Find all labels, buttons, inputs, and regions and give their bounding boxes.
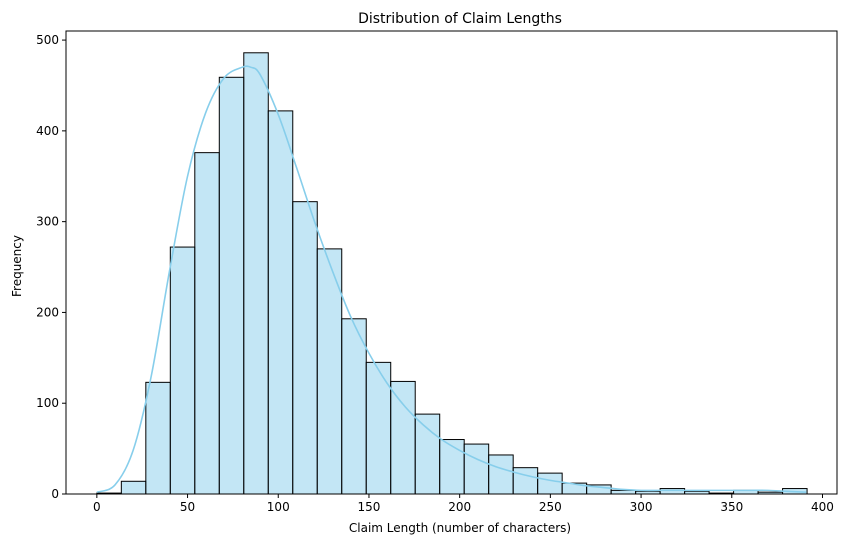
y-tick-label: 200: [36, 305, 59, 319]
histogram-bar: [463, 443, 490, 495]
histogram-bar: [120, 480, 147, 495]
histogram-bar: [218, 76, 245, 495]
x-tick-label: 400: [811, 500, 834, 514]
chart-title: Distribution of Claim Lengths: [358, 11, 562, 27]
histogram-bar: [488, 454, 514, 495]
histogram-bar: [439, 439, 465, 495]
histogram-bar: [145, 381, 171, 495]
histogram-bar: [341, 318, 367, 495]
plot-frame: [65, 30, 838, 495]
x-tick-label: 150: [358, 500, 381, 514]
histogram-bar: [659, 488, 686, 495]
histogram-bar: [610, 489, 637, 495]
y-axis-label: Frequency: [10, 235, 24, 297]
x-tick-label: 300: [630, 500, 653, 514]
histogram-bar: [365, 361, 392, 495]
histogram-bar: [414, 413, 441, 495]
kde-curve: [96, 65, 807, 493]
histogram-bars: [96, 52, 808, 495]
x-tick-label: 100: [267, 500, 290, 514]
x-tick-label: 0: [93, 500, 101, 514]
y-tick-label: 100: [36, 396, 59, 410]
y-axis: 0 100 200 300 400 500: [36, 33, 66, 501]
y-tick-label: 300: [36, 215, 59, 229]
histogram-bar: [267, 110, 294, 495]
x-tick-label: 50: [180, 500, 195, 514]
histogram-bar: [169, 246, 196, 495]
histogram-bar: [537, 472, 563, 495]
y-tick-label: 400: [36, 124, 59, 138]
x-tick-label: 350: [720, 500, 743, 514]
histogram-bar: [316, 248, 343, 495]
histogram-bar: [292, 201, 318, 495]
x-tick-label: 250: [539, 500, 562, 514]
x-axis: 0 50 100 150 200 250 300 350 400: [93, 494, 834, 514]
histogram-bar: [243, 52, 269, 495]
histogram-bar: [390, 380, 416, 495]
x-axis-label: Claim Length (number of characters): [349, 521, 571, 535]
histogram-bar: [194, 152, 220, 495]
x-tick-label: 200: [448, 500, 471, 514]
y-tick-label: 0: [51, 487, 59, 501]
y-tick-label: 500: [36, 33, 59, 47]
histogram-bar: [512, 467, 539, 495]
